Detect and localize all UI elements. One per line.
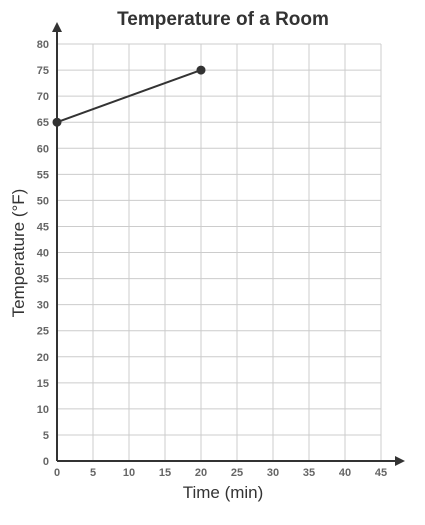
x-tick-label: 20 [195,467,207,479]
chart-title: Temperature of a Room [117,9,329,30]
y-tick-label: 0 [43,456,49,468]
y-axis-label: Temperature (°F) [9,189,28,318]
y-axis-arrow-icon [52,22,62,32]
x-tick-label: 0 [54,467,60,479]
y-tick-label: 55 [37,169,49,181]
y-tick-label: 10 [37,404,49,416]
y-tick-label: 65 [37,117,49,129]
x-tick-label: 45 [375,467,387,479]
y-tick-label: 35 [37,274,49,286]
x-tick-label: 40 [339,467,351,479]
x-tick-label: 10 [123,467,135,479]
y-tick-label: 75 [37,65,49,77]
y-tick-label: 15 [37,378,49,390]
data-point [196,65,206,75]
y-tick-label: 30 [37,300,49,312]
x-tick-label: 35 [303,467,315,479]
x-axis-arrow-icon [395,456,405,466]
axes [52,22,405,466]
grid [57,43,382,461]
series-line [56,69,202,124]
x-axis-label: Time (min) [183,483,264,502]
x-tick-label: 5 [90,467,96,479]
series [52,65,206,127]
data-point [52,117,62,127]
y-tick-label: 25 [37,326,49,338]
y-tick-label: 80 [37,39,49,51]
y-tick-label: 60 [37,143,49,155]
y-tick-label: 45 [37,221,49,233]
y-tick-label: 20 [37,352,49,364]
x-tick-label: 15 [159,467,171,479]
y-tick-label: 5 [43,430,49,442]
y-tick-label: 70 [37,91,49,103]
tick-labels: 0 5 10 15 20 25 30 35 40 45 0 5 10 15 20 25 30 35 40 45 50 55… [37,39,387,479]
x-tick-label: 30 [267,467,279,479]
y-tick-label: 40 [37,248,49,260]
y-tick-label: 50 [37,195,49,207]
x-tick-label: 25 [231,467,243,479]
